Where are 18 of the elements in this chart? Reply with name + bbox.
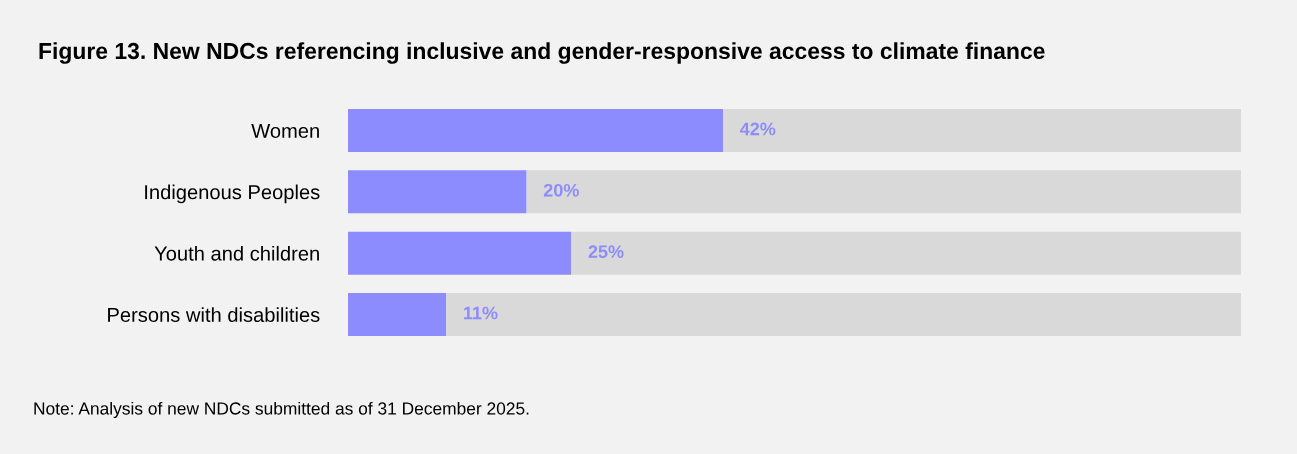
bar bbox=[446, 293, 1241, 336]
bar bbox=[348, 170, 527, 214]
text: Note: Analysis of new NDCs submitted as of 31 December 2025. bbox=[34, 401, 529, 419]
bar bbox=[348, 109, 724, 152]
y-tick-label: Persons with disabilities bbox=[108, 307, 320, 323]
y-tick-label: Women bbox=[251, 123, 319, 138]
data-label: 42% bbox=[740, 122, 776, 136]
bar bbox=[348, 231, 572, 275]
data-label: 11% bbox=[464, 306, 498, 320]
chart-title: Figure 13. New NDCs referencing inclusive and gender-responsive access to climate finance bbox=[39, 42, 1045, 64]
bar bbox=[723, 109, 1241, 152]
data-label: 25% bbox=[588, 245, 624, 259]
y-tick-label: Youth and children bbox=[154, 245, 319, 261]
y-tick-label: Indigenous Peoples bbox=[145, 184, 320, 204]
bar bbox=[571, 231, 1241, 275]
bar bbox=[348, 293, 447, 336]
bar bbox=[526, 170, 1241, 214]
data-label: 20% bbox=[543, 183, 579, 197]
